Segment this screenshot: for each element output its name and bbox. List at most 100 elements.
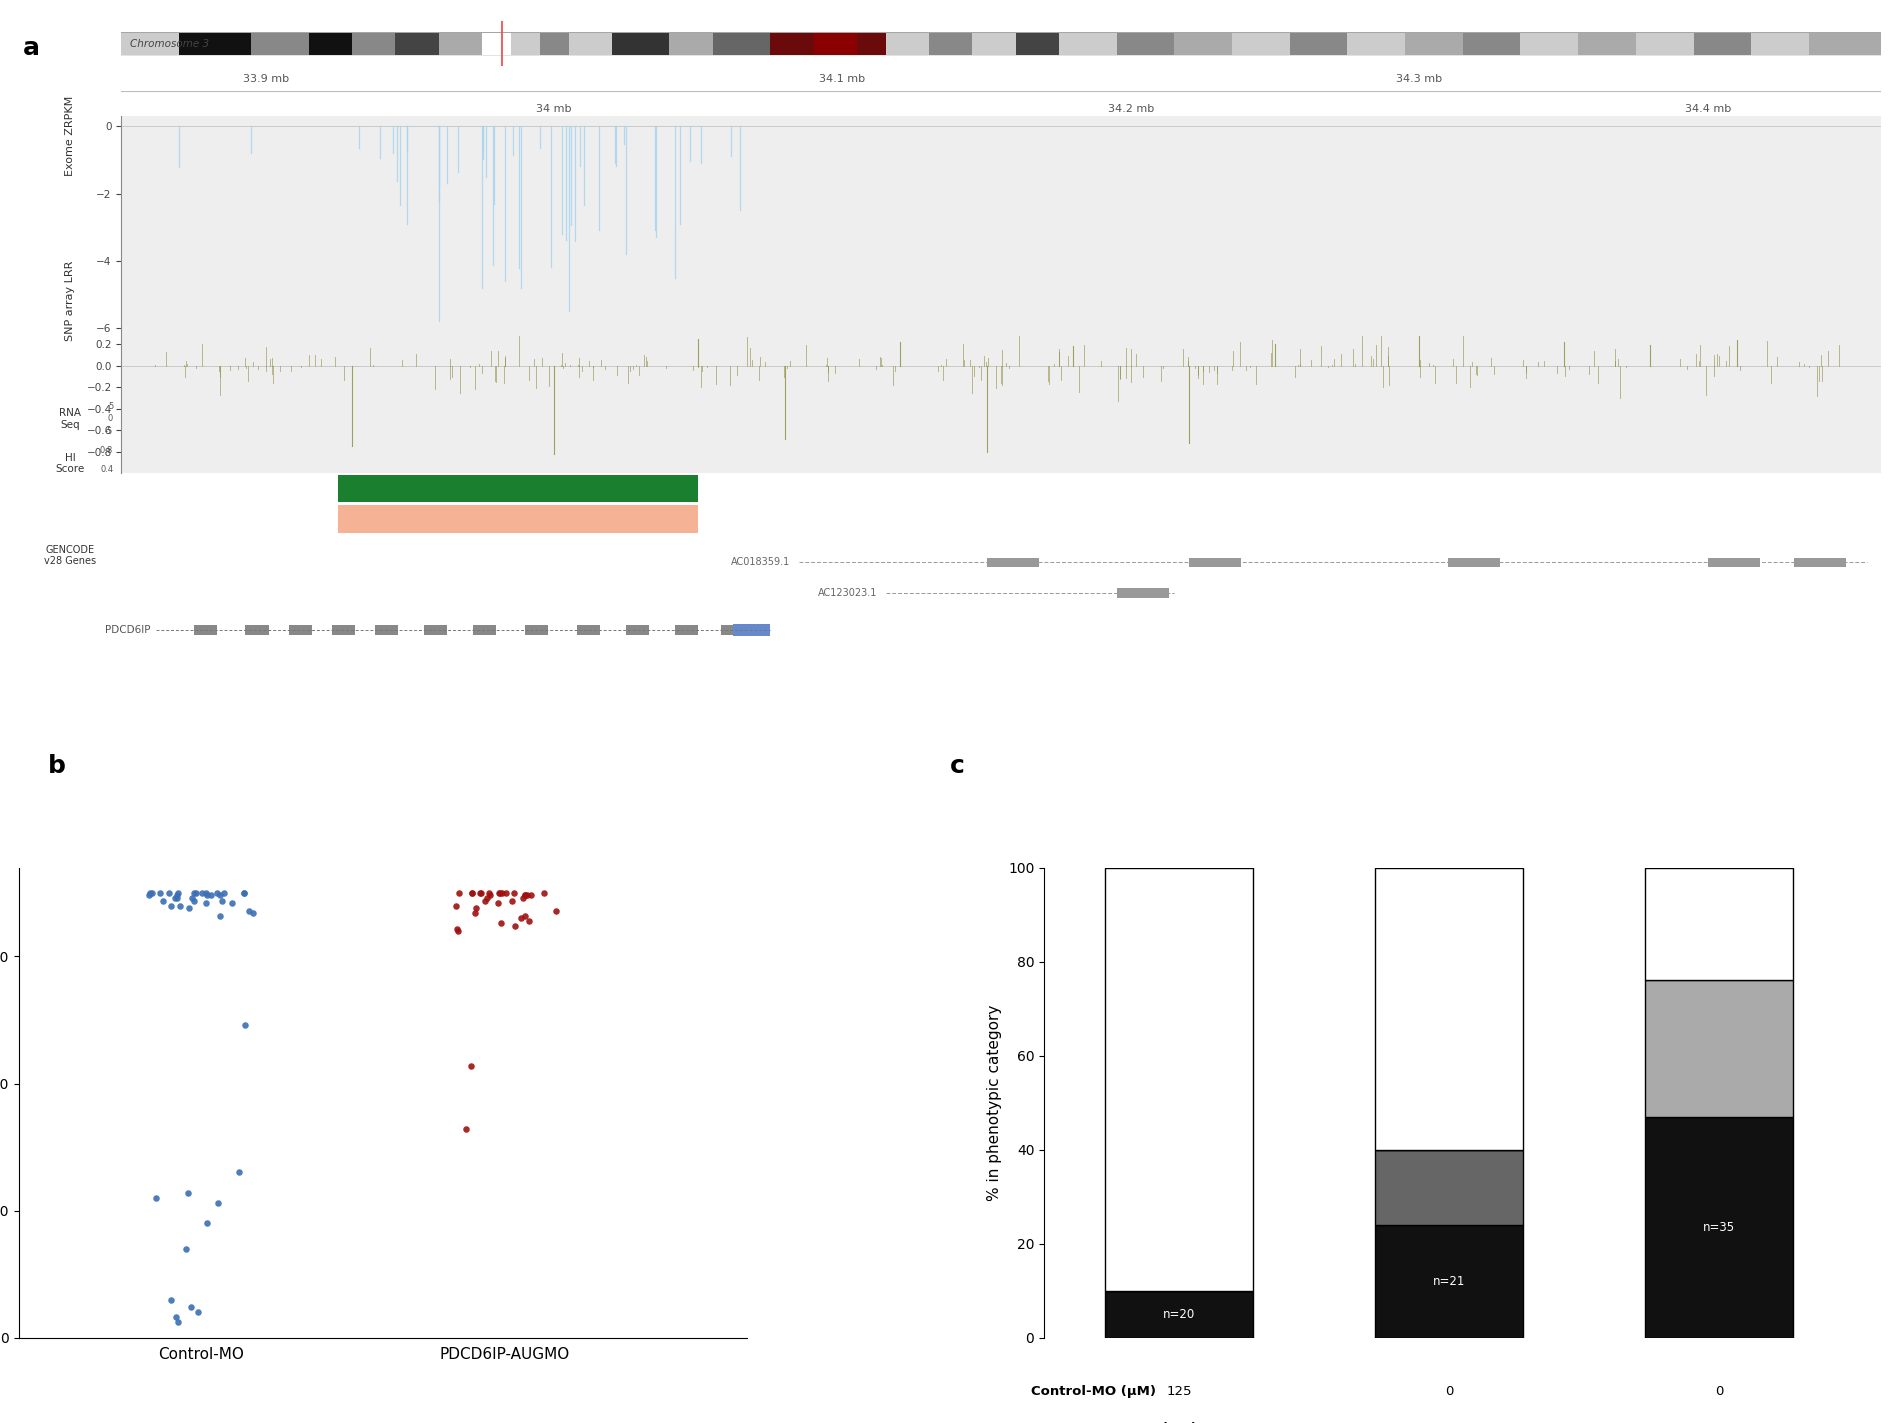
Point bbox=[450, 1118, 481, 1141]
Bar bbox=[524, 625, 549, 635]
Point bbox=[154, 882, 184, 905]
Text: HI
Score: HI Score bbox=[55, 453, 86, 474]
Point bbox=[186, 882, 217, 905]
Bar bbox=[376, 625, 399, 635]
Point bbox=[207, 889, 238, 912]
Text: 0: 0 bbox=[1444, 1385, 1454, 1397]
Point bbox=[205, 884, 236, 906]
Point bbox=[484, 882, 515, 905]
Point bbox=[196, 884, 226, 906]
Bar bbox=[929, 33, 973, 55]
Bar bbox=[194, 625, 217, 635]
Bar bbox=[1189, 558, 1241, 566]
Point bbox=[190, 892, 220, 915]
Text: n=21: n=21 bbox=[1433, 1275, 1465, 1288]
Bar bbox=[1636, 33, 1693, 55]
Point bbox=[133, 884, 163, 906]
Text: b: b bbox=[48, 754, 65, 778]
Bar bbox=[310, 33, 352, 55]
Bar bbox=[1017, 33, 1058, 55]
FancyBboxPatch shape bbox=[118, 33, 1885, 55]
Point bbox=[473, 882, 504, 905]
Point bbox=[513, 909, 543, 932]
Bar bbox=[578, 625, 600, 635]
Point bbox=[466, 882, 496, 905]
Point bbox=[162, 1306, 192, 1329]
Bar bbox=[1174, 33, 1231, 55]
Point bbox=[238, 902, 268, 925]
Bar bbox=[712, 33, 770, 55]
Bar bbox=[1448, 558, 1501, 566]
Bar bbox=[338, 505, 699, 534]
Point bbox=[192, 882, 222, 905]
Point bbox=[156, 1288, 186, 1311]
Bar bbox=[669, 33, 712, 55]
Point bbox=[165, 894, 196, 916]
Point bbox=[175, 1296, 205, 1319]
Point bbox=[486, 912, 517, 935]
Bar bbox=[1693, 33, 1752, 55]
Point bbox=[201, 882, 232, 905]
Bar bbox=[122, 33, 179, 55]
Bar bbox=[1376, 1225, 1524, 1338]
Text: 34.1 mb: 34.1 mb bbox=[819, 74, 866, 84]
Bar bbox=[722, 625, 745, 635]
Bar bbox=[1347, 33, 1404, 55]
Bar bbox=[1117, 33, 1174, 55]
Point bbox=[498, 882, 528, 905]
Bar bbox=[1708, 558, 1759, 566]
Text: n=20: n=20 bbox=[1163, 1308, 1195, 1321]
Point bbox=[456, 1054, 486, 1077]
Bar bbox=[1794, 558, 1847, 566]
Point bbox=[156, 894, 186, 916]
Bar bbox=[439, 33, 483, 55]
Point bbox=[209, 882, 239, 905]
Bar bbox=[289, 625, 312, 635]
Point bbox=[217, 892, 247, 915]
Point bbox=[228, 882, 258, 905]
Text: 0: 0 bbox=[1716, 1385, 1723, 1397]
Text: -5: -5 bbox=[104, 427, 114, 435]
Bar bbox=[1404, 33, 1463, 55]
Text: 0.8: 0.8 bbox=[101, 447, 114, 455]
Point bbox=[148, 889, 179, 912]
Text: n=35: n=35 bbox=[1702, 1221, 1735, 1234]
Text: Chromosome 3: Chromosome 3 bbox=[129, 38, 209, 48]
Point bbox=[141, 1187, 171, 1210]
Point bbox=[456, 882, 486, 905]
Point bbox=[540, 899, 570, 922]
Point bbox=[517, 884, 547, 906]
Point bbox=[507, 887, 538, 909]
Text: 0.4: 0.4 bbox=[101, 465, 114, 474]
Point bbox=[203, 1191, 234, 1214]
Text: Control-MO (μM): Control-MO (μM) bbox=[1030, 1385, 1155, 1397]
Bar bbox=[395, 33, 439, 55]
Point bbox=[234, 899, 264, 922]
Point bbox=[162, 887, 192, 909]
Point bbox=[179, 889, 209, 912]
Point bbox=[511, 884, 542, 906]
Text: 0: 0 bbox=[108, 414, 114, 424]
Bar bbox=[1376, 1150, 1524, 1225]
Point bbox=[509, 884, 540, 906]
Point bbox=[498, 889, 528, 912]
Bar bbox=[568, 33, 612, 55]
Point bbox=[486, 882, 517, 905]
Point bbox=[484, 882, 515, 905]
Point bbox=[445, 882, 475, 905]
Text: PDCD6IP: PDCD6IP bbox=[104, 625, 150, 635]
Text: 34.2 mb: 34.2 mb bbox=[1108, 104, 1153, 114]
Point bbox=[137, 882, 167, 905]
Point bbox=[509, 884, 540, 906]
Point bbox=[173, 1181, 203, 1204]
Bar bbox=[179, 33, 251, 55]
Text: SNP array LRR: SNP array LRR bbox=[65, 260, 76, 342]
Bar bbox=[1645, 868, 1794, 980]
Bar bbox=[1752, 33, 1809, 55]
Point bbox=[460, 902, 490, 925]
Point bbox=[471, 887, 502, 909]
Bar bbox=[1104, 1291, 1254, 1338]
Bar bbox=[424, 625, 446, 635]
Point bbox=[192, 1212, 222, 1235]
Point bbox=[483, 892, 513, 915]
